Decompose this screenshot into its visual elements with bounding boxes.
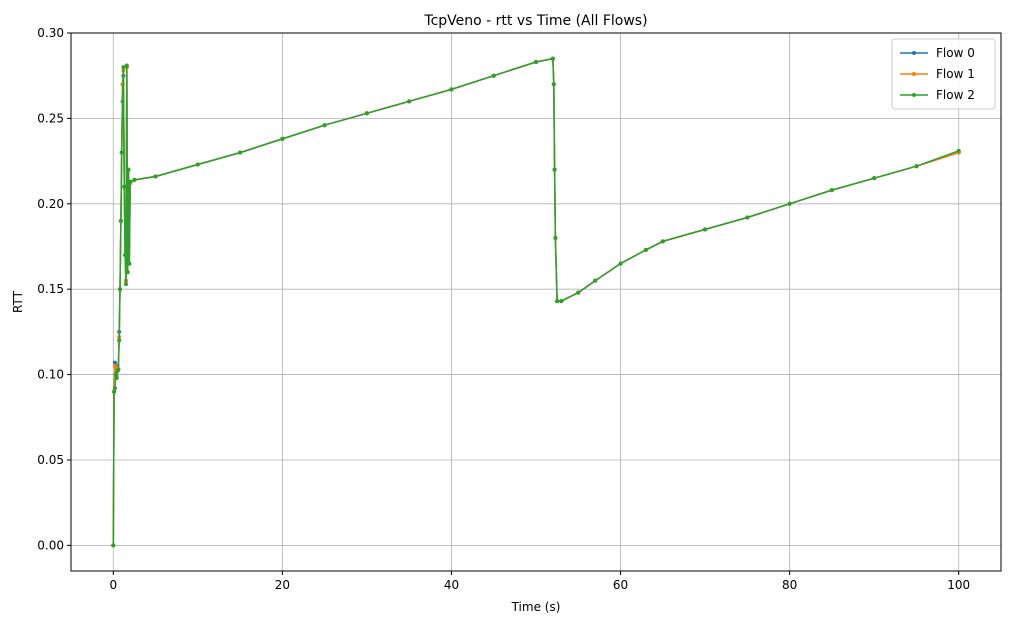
y-tick-label: 0.25 [37, 111, 64, 125]
y-axis-ticks: 0.00 0.05 0.10 0.15 0.20 0.25 0.30 [37, 26, 71, 552]
data-point [914, 164, 919, 169]
data-point [703, 227, 708, 232]
data-point [118, 218, 123, 223]
y-tick-label: 0.20 [37, 197, 64, 211]
x-tick-label: 60 [613, 578, 628, 592]
data-point [322, 123, 327, 128]
x-tick-label: 100 [947, 578, 970, 592]
y-axis-label: RTT [11, 290, 25, 313]
data-point [618, 261, 623, 266]
data-point [593, 278, 598, 283]
data-point [125, 270, 130, 275]
legend-marker [912, 72, 916, 76]
legend: Flow 0 Flow 1 Flow 2 [891, 38, 996, 110]
legend-marker [912, 51, 916, 55]
data-point [551, 82, 556, 87]
data-point [550, 56, 555, 61]
data-point [122, 184, 127, 189]
data-point [112, 386, 117, 391]
data-point [132, 177, 137, 182]
data-point [127, 261, 132, 266]
y-tick-label: 0.10 [37, 368, 64, 382]
data-point [449, 87, 454, 92]
x-axis-ticks: 0 20 40 60 80 100 [109, 571, 970, 592]
data-point [114, 376, 119, 381]
series-line-flow-2 [112, 57, 959, 546]
data-point [113, 372, 118, 377]
data-point [576, 290, 581, 295]
legend-label: Flow 2 [936, 88, 975, 102]
data-point [787, 201, 792, 206]
legend-label: Flow 1 [936, 67, 975, 81]
y-tick-label: 0.00 [37, 538, 64, 552]
data-point [112, 389, 117, 394]
data-point [123, 253, 128, 258]
data-point [128, 179, 133, 184]
data-point [112, 360, 117, 365]
data-point [643, 247, 648, 252]
data-point [553, 235, 558, 240]
legend-marker [912, 93, 916, 97]
data-point [126, 167, 131, 172]
data-point [153, 174, 158, 179]
series-markers-flow-2 [111, 56, 961, 548]
data-point [829, 188, 834, 193]
data-point [116, 367, 121, 372]
data-point [117, 338, 122, 343]
data-point [364, 111, 369, 116]
data-point [280, 136, 285, 141]
data-point [111, 543, 116, 548]
series-group [111, 56, 961, 548]
data-point [534, 60, 538, 65]
y-tick-label: 0.15 [37, 282, 64, 296]
legend-label: Flow 0 [936, 46, 975, 60]
data-point [555, 299, 560, 304]
data-point [238, 150, 243, 155]
data-point [121, 65, 126, 70]
legend-box [891, 38, 996, 110]
data-point [745, 215, 750, 220]
x-tick-label: 40 [444, 578, 459, 592]
y-tick-label: 0.30 [37, 26, 64, 40]
plot-frame [70, 32, 1002, 572]
data-point [407, 99, 412, 104]
x-tick-label: 80 [782, 578, 797, 592]
data-point [872, 176, 877, 181]
data-point [559, 299, 564, 304]
data-point [956, 148, 961, 153]
x-tick-label: 0 [109, 578, 117, 592]
data-point [119, 150, 124, 155]
data-point [123, 282, 128, 287]
data-point [552, 167, 557, 172]
data-point [124, 63, 129, 68]
data-point [118, 287, 123, 292]
data-point [660, 239, 665, 244]
data-point [120, 99, 125, 104]
chart-title: TcpVeno - rtt vs Time (All Flows) [423, 13, 647, 29]
data-point [491, 73, 496, 78]
x-tick-label: 20 [275, 578, 290, 592]
x-axis-label: Time (s) [511, 600, 561, 614]
data-point [195, 162, 200, 167]
y-tick-label: 0.05 [37, 453, 64, 467]
